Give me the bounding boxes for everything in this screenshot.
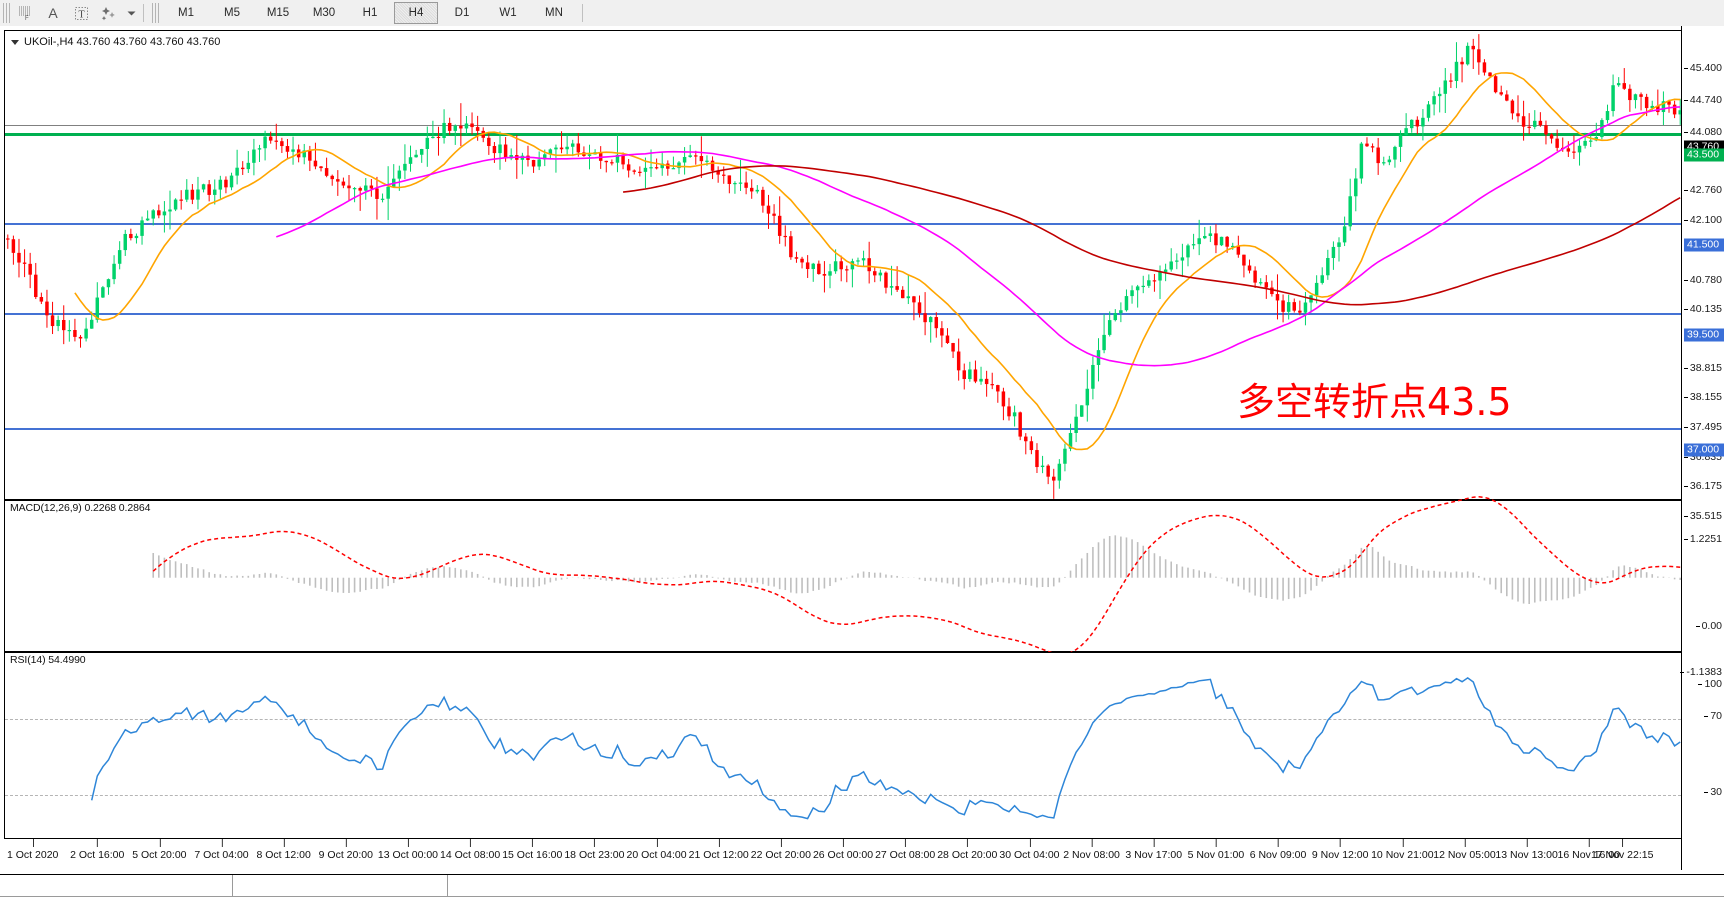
timeframe-grip[interactable] xyxy=(152,3,159,23)
level-line-43500 xyxy=(5,133,1681,136)
price-tick-38-155: 38.155 xyxy=(1683,391,1722,403)
symbol-header-text: UKOil-,H4 43.760 43.760 43.760 43.760 xyxy=(24,36,221,48)
timeframe-m1[interactable]: M1 xyxy=(178,7,194,19)
time-label-22: 10 Nov 21:00 xyxy=(1371,839,1434,861)
status-cell-left xyxy=(0,875,233,897)
time-axis[interactable]: 1 Oct 2020 2 Oct 16:00 5 Oct 20:00 7 Oct 04… xyxy=(4,838,1682,871)
price-tick-40-780: 40.780 xyxy=(1683,274,1722,286)
price-tick-36-175: 36.175 xyxy=(1683,480,1722,492)
time-label-20: 6 Nov 09:00 xyxy=(1250,839,1306,861)
price-tick-42-760: 42.760 xyxy=(1683,184,1722,196)
dropdown-arrow-icon[interactable] xyxy=(124,2,138,24)
price-tick-38-815: 38.815 xyxy=(1683,362,1722,374)
time-label-6: 13 Oct 00:00 xyxy=(378,839,438,861)
toolbar-divider xyxy=(143,4,144,22)
macd-title: MACD(12,26,9) 0.2268 0.2864 xyxy=(10,502,151,514)
price-tick-44-080: 44.080 xyxy=(1683,126,1722,138)
time-label-24: 13 Nov 13:00 xyxy=(1495,839,1558,861)
time-label-18: 3 Nov 17:00 xyxy=(1125,839,1182,861)
candlestick-series xyxy=(6,34,1682,499)
timeframe-group: M1 M5 M15 M30 H1 H4 D1 W1 MN xyxy=(163,2,577,24)
price-tick-45-400: 45.400 xyxy=(1683,62,1722,74)
macd-tick-000: 0.00 xyxy=(1695,620,1722,632)
time-label-9: 18 Oct 23:00 xyxy=(564,839,624,861)
chart-frame: UKOil-,H4 43.760 43.760 43.760 43.760 多空… xyxy=(0,26,1724,897)
price-tag-43-500: 43.500 xyxy=(1684,148,1724,162)
rsi-level-30 xyxy=(5,795,1681,796)
time-label-8: 15 Oct 16:00 xyxy=(502,839,562,861)
level-line-37000 xyxy=(5,428,1681,430)
rsi-tick-100: 100 xyxy=(1698,678,1722,690)
time-label-1: 2 Oct 16:00 xyxy=(70,839,124,861)
time-label-10: 20 Oct 04:00 xyxy=(626,839,687,861)
toolbar-divider-2 xyxy=(582,4,583,22)
timeframe-h1[interactable]: H1 xyxy=(362,7,378,19)
rsi-title: RSI(14) 54.4990 xyxy=(10,654,86,666)
text-label-icon[interactable]: T xyxy=(68,2,94,24)
price-pane[interactable]: UKOil-,H4 43.760 43.760 43.760 43.760 多空… xyxy=(4,30,1682,500)
price-tick-44-740: 44.740 xyxy=(1683,94,1722,106)
symbol-header: UKOil-,H4 43.760 43.760 43.760 43.760 xyxy=(11,36,220,48)
price-tick-35-515: 35.515 xyxy=(1683,510,1722,522)
level-line-41500 xyxy=(5,223,1681,225)
level-line-39500 xyxy=(5,313,1681,315)
time-label-25: 16 Nov 16:00 xyxy=(1558,839,1620,861)
time-label-12: 22 Oct 20:00 xyxy=(751,839,811,861)
timeframe-d1[interactable]: D1 xyxy=(454,7,470,19)
time-label-0: 1 Oct 2020 xyxy=(7,839,58,861)
time-label-3: 7 Oct 04:00 xyxy=(194,839,249,861)
crosshair-grid-icon[interactable]: F xyxy=(12,2,38,24)
time-label-14: 27 Oct 08:00 xyxy=(875,839,935,861)
macd-pane[interactable]: MACD(12,26,9) 0.2268 0.2864 xyxy=(4,496,1682,656)
rsi-pane[interactable]: RSI(14) 54.4990 xyxy=(4,652,1682,839)
timeframe-m15[interactable]: M15 xyxy=(266,7,290,19)
price-tick-37-495: 37.495 xyxy=(1683,421,1722,433)
timeframe-m5[interactable]: M5 xyxy=(224,7,240,19)
time-label-5: 9 Oct 20:00 xyxy=(319,839,373,861)
timeframe-m30[interactable]: M30 xyxy=(312,7,336,19)
status-cell-mid xyxy=(233,875,448,897)
time-label-13: 26 Oct 00:00 xyxy=(813,839,873,861)
status-bar xyxy=(0,874,1724,897)
rsi-level-70 xyxy=(5,719,1681,720)
time-label-26: 17 Nov 22:15 xyxy=(1591,839,1653,861)
timeframe-w1[interactable]: W1 xyxy=(499,7,517,19)
price-tag-41-500: 41.500 xyxy=(1684,238,1724,252)
time-label-21: 9 Nov 12:00 xyxy=(1312,839,1368,861)
svg-text:F: F xyxy=(25,16,29,21)
macd-series xyxy=(152,496,1682,656)
time-label-17: 2 Nov 08:00 xyxy=(1063,839,1120,861)
time-label-19: 5 Nov 01:00 xyxy=(1188,839,1244,861)
macd-tick-11383: -1.1383 xyxy=(1680,666,1722,678)
time-label-15: 28 Oct 20:00 xyxy=(937,839,997,861)
timeframe-h4[interactable]: H4 xyxy=(394,2,438,24)
rsi-tick-70: 70 xyxy=(1704,710,1722,722)
font-A-icon[interactable]: A xyxy=(48,5,58,21)
time-label-16: 30 Oct 04:00 xyxy=(999,839,1060,861)
chart-annotation: 多空转折点43.5 xyxy=(1237,380,1512,424)
main-toolbar: F A T M1 M5 M15 M30 H1 xyxy=(0,0,1724,27)
price-tag-37-000: 37.000 xyxy=(1684,443,1724,457)
timeframe-mn[interactable]: MN xyxy=(545,7,563,19)
time-label-2: 5 Oct 20:00 xyxy=(132,839,187,861)
price-tick-40-135: 40.135 xyxy=(1683,303,1722,315)
time-label-4: 8 Oct 12:00 xyxy=(257,839,311,861)
time-label-23: 12 Nov 05:00 xyxy=(1433,839,1496,861)
price-tag-39-500: 39.500 xyxy=(1684,328,1724,342)
price-axis[interactable]: 45.400 44.740 44.080 42.760 42.100 40.780 40.1… xyxy=(1680,26,1724,870)
svg-text:T: T xyxy=(78,9,84,20)
toolbar-grip[interactable] xyxy=(3,3,10,23)
price-tick-42-100: 42.100 xyxy=(1683,214,1722,226)
rsi-tick-30: 30 xyxy=(1704,786,1722,798)
objects-icon[interactable] xyxy=(96,2,122,24)
collapse-triangle-icon[interactable] xyxy=(11,39,19,45)
level-line-43760 xyxy=(5,125,1681,126)
rsi-series xyxy=(90,676,1681,820)
time-label-11: 21 Oct 12:00 xyxy=(689,839,749,861)
macd-tick-12251: 1.2251 xyxy=(1683,533,1722,545)
status-cell-right xyxy=(448,875,1724,897)
time-label-7: 14 Oct 08:00 xyxy=(440,839,500,861)
